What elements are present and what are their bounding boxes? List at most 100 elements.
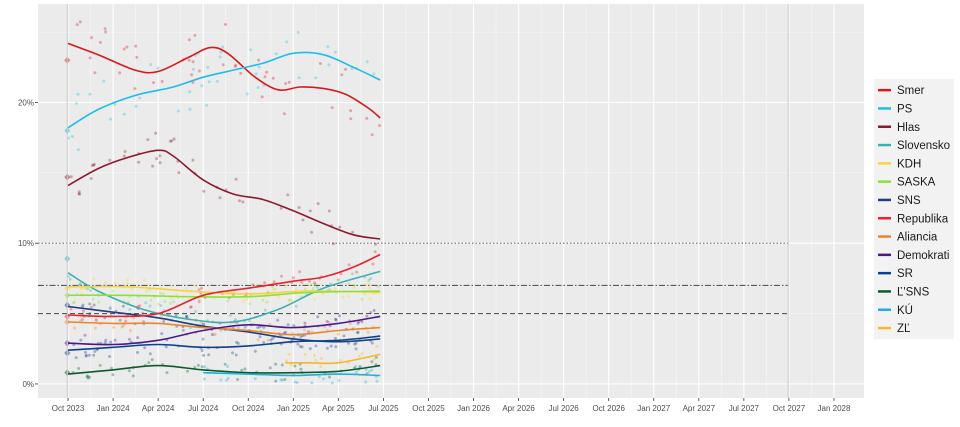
poll-point — [234, 63, 238, 67]
poll-point — [138, 304, 142, 308]
poll-point — [349, 117, 353, 121]
poll-point — [339, 272, 343, 276]
legend-label: Demokrati — [897, 250, 949, 262]
x-tick-label: Apr 2026 — [502, 404, 535, 413]
poll-point — [337, 379, 341, 382]
poll-point — [290, 298, 293, 302]
poll-point — [148, 304, 152, 308]
legend-background — [874, 79, 954, 340]
poll-point — [280, 378, 284, 382]
poll-point — [122, 154, 126, 158]
poll-point — [109, 117, 113, 121]
poll-point — [185, 315, 189, 319]
poll-point — [364, 283, 368, 286]
poll-point — [113, 102, 117, 106]
poll-point — [67, 136, 71, 140]
poll-point — [145, 289, 148, 293]
x-tick-label: Apr 2027 — [683, 404, 716, 413]
poll-point — [156, 66, 160, 70]
poll-point — [300, 280, 304, 284]
poll-point — [200, 84, 204, 88]
poll-point — [360, 351, 364, 355]
x-tick-label: Jul 2024 — [188, 404, 219, 413]
poll-point — [238, 199, 241, 203]
poll-point — [329, 344, 333, 348]
poll-point — [344, 67, 348, 71]
poll-point — [231, 351, 234, 355]
poll-point — [225, 378, 228, 382]
poll-point — [193, 33, 197, 37]
y-axis: 0% 10% 20% — [18, 99, 38, 389]
poll-point — [93, 326, 97, 330]
poll-point — [121, 324, 125, 328]
poll-point — [75, 23, 79, 27]
poll-point — [284, 82, 288, 85]
poll-point — [200, 349, 204, 352]
x-tick-label: Oct 2027 — [773, 404, 806, 413]
poll-point — [128, 308, 132, 311]
poll-point — [98, 40, 102, 44]
legend: Smer PS Hlas Slovensko KDH SASKA SNS Republika A… — [874, 79, 954, 340]
poll-point — [330, 381, 334, 385]
poll-point — [241, 299, 245, 303]
poll-point — [366, 330, 370, 334]
poll-point — [121, 304, 125, 308]
poll-point — [251, 283, 255, 287]
poll-point — [303, 321, 307, 325]
poll-point — [234, 353, 238, 357]
poll-point — [263, 281, 267, 285]
legend-label: KDH — [897, 158, 921, 170]
poll-point — [94, 317, 98, 321]
legend-label: Slovensko — [897, 140, 950, 152]
poll-point — [297, 76, 301, 80]
poll-point — [161, 292, 165, 296]
poll-point — [239, 71, 243, 75]
poll-point — [155, 157, 159, 161]
poll-point — [301, 218, 305, 222]
poll-point — [188, 107, 192, 111]
election-markers — [66, 4, 789, 398]
poll-point — [104, 30, 108, 34]
poll-point — [126, 278, 129, 282]
poll-point — [142, 278, 146, 282]
poll-point — [327, 320, 331, 324]
poll-point — [128, 329, 132, 333]
poll-point — [298, 345, 302, 348]
poll-point — [144, 301, 148, 305]
poll-point — [325, 346, 329, 350]
poll-point — [200, 321, 204, 325]
poll-point — [187, 58, 191, 62]
poll-point — [108, 306, 112, 310]
poll-point — [348, 322, 352, 326]
poll-point — [244, 325, 248, 329]
poll-point — [338, 358, 342, 362]
poll-point — [271, 288, 275, 292]
legend-label: KÚ — [897, 304, 913, 317]
poll-point — [314, 358, 318, 362]
y-tick-label: 10% — [18, 239, 34, 248]
poll-point — [169, 296, 173, 300]
poll-point — [194, 284, 198, 288]
minor-gridlines — [38, 4, 864, 398]
poll-point — [294, 287, 298, 291]
poll-point — [271, 337, 275, 341]
poll-point — [104, 338, 108, 342]
poll-point — [71, 301, 75, 305]
poll-point — [243, 326, 247, 330]
y-tick-label: 20% — [18, 99, 34, 108]
poll-point — [77, 192, 81, 196]
trend-line — [203, 371, 381, 377]
x-tick-label: Jul 2025 — [368, 404, 399, 413]
poll-point — [369, 277, 373, 280]
poll-point — [279, 206, 283, 210]
poll-point — [126, 300, 130, 304]
poll-point — [154, 131, 158, 135]
poll-point — [219, 378, 223, 382]
legend-label: Republika — [897, 213, 949, 225]
poll-point — [133, 87, 137, 91]
poll-point — [356, 330, 360, 334]
poll-point — [200, 365, 204, 369]
poll-point — [197, 300, 201, 304]
poll-point — [169, 302, 172, 305]
poll-point — [268, 322, 272, 326]
